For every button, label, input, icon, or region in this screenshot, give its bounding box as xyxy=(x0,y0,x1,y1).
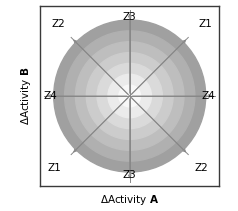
Circle shape xyxy=(75,42,184,150)
Text: $\Delta$Activity $\mathbf{B}$: $\Delta$Activity $\mathbf{B}$ xyxy=(19,67,33,125)
Text: Z4: Z4 xyxy=(44,91,58,101)
Text: Z2: Z2 xyxy=(51,19,65,29)
Circle shape xyxy=(54,20,206,172)
Circle shape xyxy=(86,53,173,139)
Text: Z1: Z1 xyxy=(48,163,61,173)
Text: Z2: Z2 xyxy=(195,163,208,173)
Circle shape xyxy=(108,74,151,118)
Text: Z1: Z1 xyxy=(198,19,212,29)
Circle shape xyxy=(97,63,162,129)
Circle shape xyxy=(64,31,195,161)
Circle shape xyxy=(119,85,141,107)
Text: $\Delta$Activity $\mathbf{A}$: $\Delta$Activity $\mathbf{A}$ xyxy=(100,193,159,207)
Text: Z3: Z3 xyxy=(123,170,137,180)
Text: Z4: Z4 xyxy=(202,91,215,101)
Text: Z3: Z3 xyxy=(123,12,137,22)
